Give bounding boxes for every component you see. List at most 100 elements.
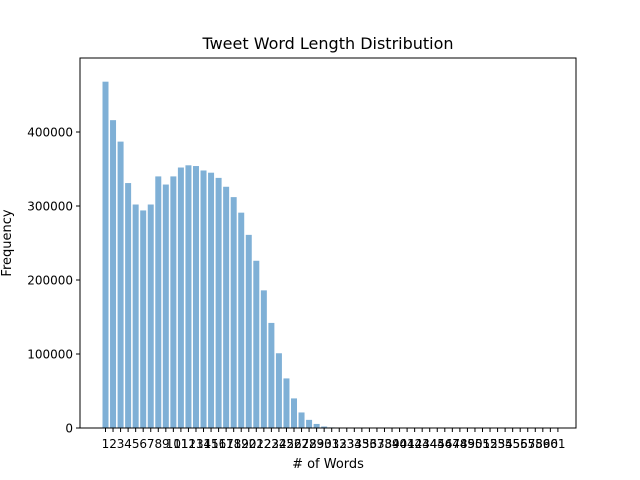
bar-11 xyxy=(177,167,184,428)
bar-22 xyxy=(260,290,267,428)
x-tick-label: 52 xyxy=(482,437,497,451)
x-tick-label: 58 xyxy=(528,437,543,451)
bar-5 xyxy=(132,204,139,428)
x-tick-label: 53 xyxy=(490,437,505,451)
x-tick-label: 44 xyxy=(422,437,437,451)
x-tick-label: 30 xyxy=(317,437,332,451)
chart-title: Tweet Word Length Distribution xyxy=(201,34,453,53)
bar-17 xyxy=(223,186,230,428)
x-tick-label: 32 xyxy=(332,437,347,451)
x-tick-label: 4 xyxy=(124,437,132,451)
bar-1 xyxy=(102,81,109,429)
x-tick-label: 22 xyxy=(256,437,271,451)
y-tick-label: 400000 xyxy=(27,126,73,140)
bar-15 xyxy=(208,172,215,428)
x-tick-label: 17 xyxy=(218,437,233,451)
bar-3 xyxy=(117,141,124,428)
x-tick-label: 56 xyxy=(513,437,528,451)
x-tick-label: 47 xyxy=(445,437,460,451)
x-tick-label: 14 xyxy=(196,437,211,451)
bar-23 xyxy=(268,322,275,428)
x-tick-label: 40 xyxy=(392,437,407,451)
bar-20 xyxy=(245,234,252,428)
x-tick-label: 20 xyxy=(241,437,256,451)
bar-19 xyxy=(238,212,245,428)
x-tick-label: 13 xyxy=(188,437,203,451)
bar-12 xyxy=(185,165,192,429)
x-tick-label: 36 xyxy=(362,437,377,451)
x-tick-label: 51 xyxy=(475,437,490,451)
bar-4 xyxy=(125,183,132,428)
bar-13 xyxy=(192,166,199,429)
plot-frame xyxy=(79,57,577,429)
x-tick-label: 23 xyxy=(264,437,279,451)
x-tick-label: 19 xyxy=(234,437,249,451)
x-tick-label: 61 xyxy=(550,437,565,451)
x-tick-label: 7 xyxy=(147,437,155,451)
y-tick-label: 100000 xyxy=(27,348,73,362)
y-axis-label: Frequency xyxy=(0,209,15,276)
x-tick-label: 15 xyxy=(203,437,218,451)
x-tick-label: 57 xyxy=(520,437,535,451)
x-tick-label: 11 xyxy=(173,437,188,451)
y-axis: 0 100000 200000 300000 400000 xyxy=(27,126,80,436)
x-tick-label: 50 xyxy=(467,437,482,451)
x-tick-label: 54 xyxy=(497,437,512,451)
bar-21 xyxy=(253,260,260,428)
x-tick-label: 1 xyxy=(102,437,110,451)
x-tick-label: 27 xyxy=(294,437,309,451)
x-tick-label: 60 xyxy=(543,437,558,451)
x-tick-label: 12 xyxy=(181,437,196,451)
x-tick-label: 29 xyxy=(309,437,324,451)
x-tick-label: 45 xyxy=(430,437,445,451)
x-tick-label: 41 xyxy=(399,437,414,451)
x-tick-label: 9 xyxy=(162,437,170,451)
x-tick-label: 24 xyxy=(271,437,286,451)
bar-29 xyxy=(313,423,320,428)
x-tick-label: 39 xyxy=(384,437,399,451)
x-tick-label: 2 xyxy=(109,437,117,451)
bar-8 xyxy=(155,176,162,428)
x-tick-label: 16 xyxy=(211,437,226,451)
x-tick-label: 3 xyxy=(117,437,125,451)
x-tick-label: 37 xyxy=(369,437,384,451)
x-tick-label: 26 xyxy=(286,437,301,451)
x-tick-label: 43 xyxy=(415,437,430,451)
bar-28 xyxy=(306,419,313,428)
bar-14 xyxy=(200,170,207,429)
y-tick-label: 200000 xyxy=(27,274,73,288)
bar-7 xyxy=(147,204,154,428)
bar-26 xyxy=(291,398,297,428)
x-tick-label: 59 xyxy=(535,437,550,451)
x-tick-label: 48 xyxy=(452,437,467,451)
bar-6 xyxy=(140,210,147,428)
x-tick-label: 33 xyxy=(339,437,354,451)
bar-10 xyxy=(170,176,177,428)
x-tick-label: 8 xyxy=(154,437,162,451)
bar-18 xyxy=(230,197,237,428)
x-tick-label: 25 xyxy=(279,437,294,451)
bars-group xyxy=(102,81,350,429)
x-tick-label: 55 xyxy=(505,437,520,451)
x-tick-label: 46 xyxy=(437,437,452,451)
bar-2 xyxy=(110,120,117,428)
bar-16 xyxy=(215,177,222,428)
y-tick-label: 300000 xyxy=(27,200,73,214)
x-axis: 1 2 3 4 5 6 7 8 91011121314151617181920212223242… xyxy=(102,428,566,451)
x-tick-label: 5 xyxy=(132,437,140,451)
bar-27 xyxy=(298,412,305,428)
x-tick-label: 42 xyxy=(407,437,422,451)
x-tick-label: 38 xyxy=(377,437,392,451)
bar-25 xyxy=(283,378,290,428)
bar-30 xyxy=(321,426,328,428)
bar-9 xyxy=(162,184,169,428)
x-tick-label: 6 xyxy=(139,437,147,451)
x-tick-label: 49 xyxy=(460,437,475,451)
y-tick-label: 0 xyxy=(65,422,73,436)
x-tick-label: 31 xyxy=(324,437,339,451)
x-axis-label: # of Words xyxy=(292,457,364,472)
x-tick-label: 18 xyxy=(226,437,241,451)
